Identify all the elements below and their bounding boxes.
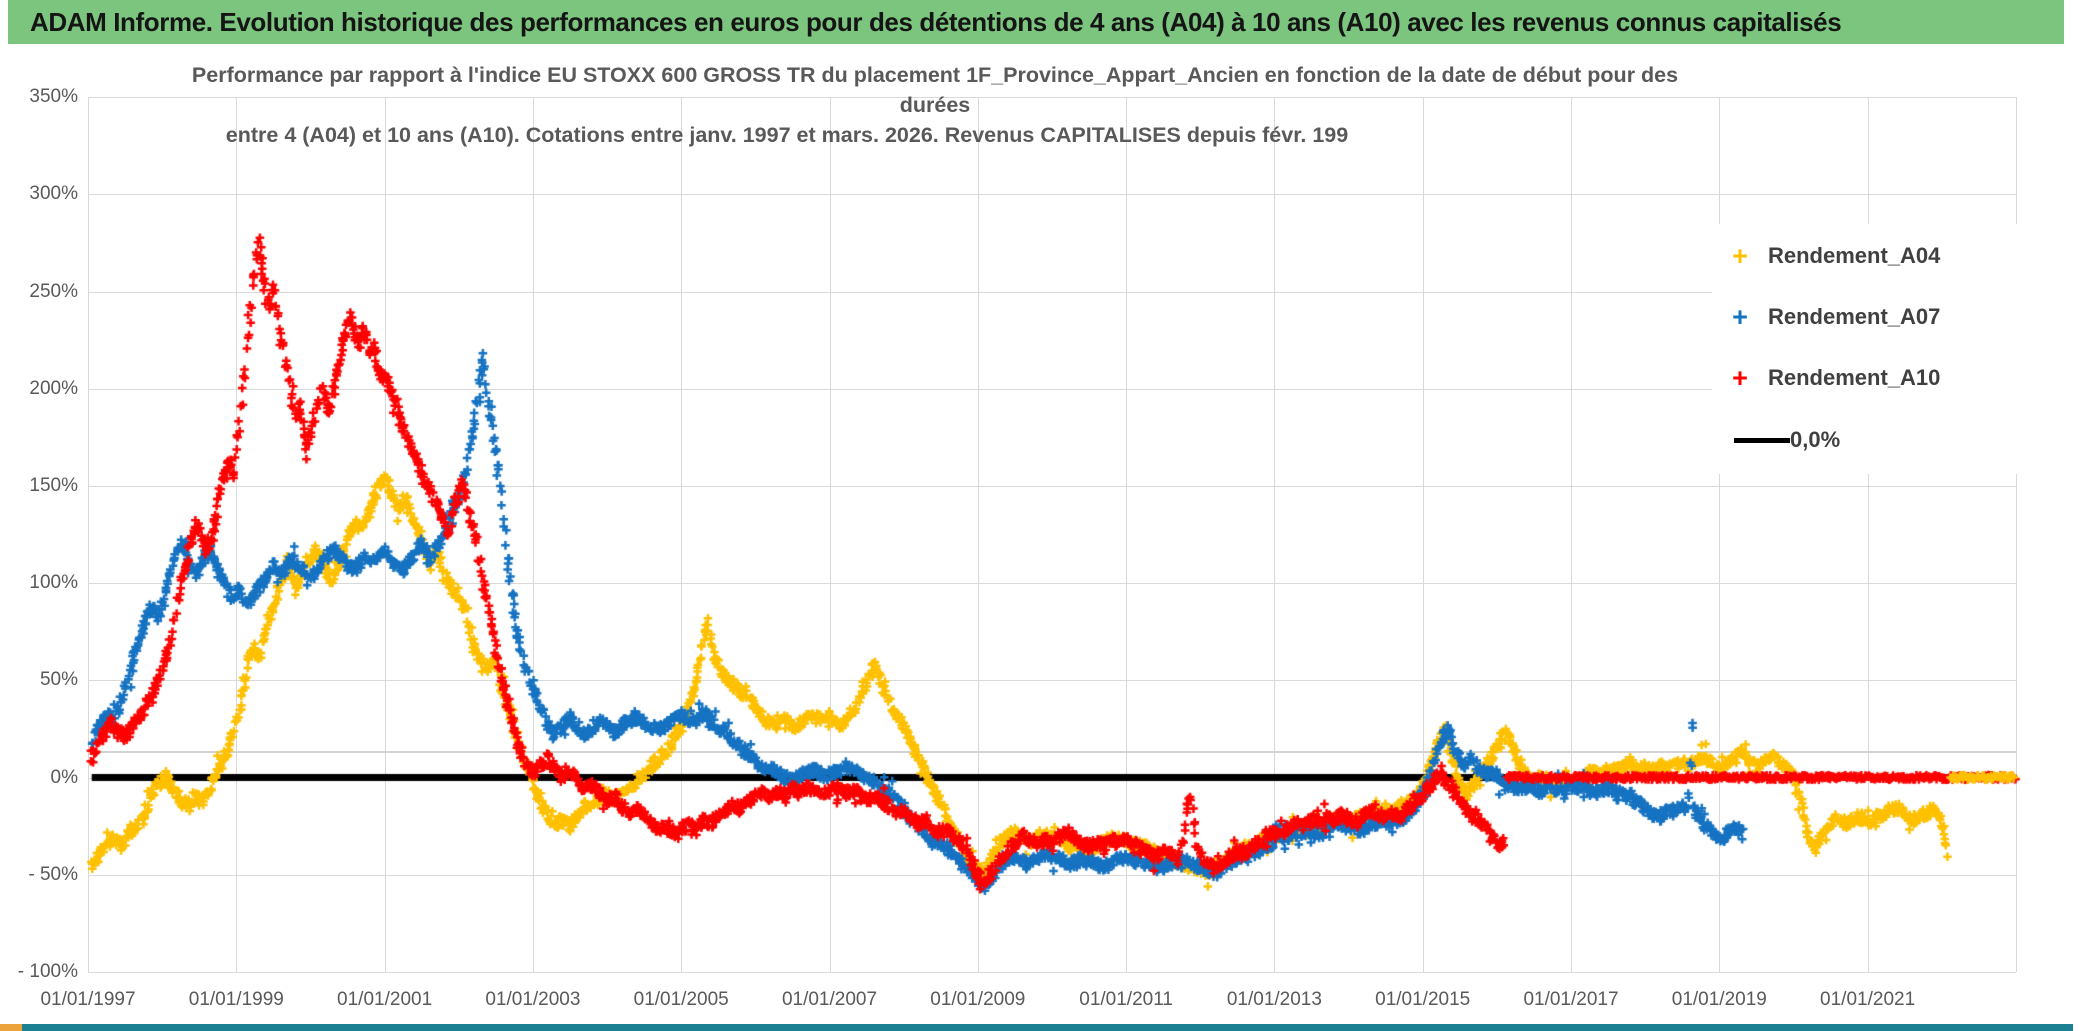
y-axis-label: 100% xyxy=(29,572,78,594)
accent-bottom-left xyxy=(0,1021,22,1031)
legend-item-rendement-a04[interactable]: + Rendement_A04 xyxy=(1712,236,2042,276)
x-axis-label: 01/01/1997 xyxy=(40,989,136,1010)
y-axis-label: - 50% xyxy=(28,863,78,885)
chart-title-line2: durées xyxy=(899,93,971,117)
y-axis-label: 0% xyxy=(50,766,78,788)
chart-area: 350% 300% 250% 200% 150% 100% 50% 0% - 50% - 100%… xyxy=(0,44,2086,1024)
axis-layer: 350% 300% 250% 200% 150% 100% 50% 0% - 50% - 100%… xyxy=(0,44,2086,1024)
bottom-status-strip xyxy=(22,1024,2073,1031)
x-axis-label: 01/01/2013 xyxy=(1226,989,1322,1010)
x-axis-label: 01/01/2003 xyxy=(485,989,581,1010)
legend-item-0-0-[interactable]: 0,0% xyxy=(1712,420,2042,460)
x-axis-label: 01/01/2001 xyxy=(337,989,433,1010)
legend-label: Rendement_A10 xyxy=(1768,365,1941,390)
y-axis-label: 350% xyxy=(29,86,78,108)
legend-label: Rendement_A07 xyxy=(1768,304,1941,329)
y-axis-label: 150% xyxy=(29,474,78,496)
x-axis-label: 01/01/2021 xyxy=(1820,989,1916,1010)
x-axis-label: 01/01/2005 xyxy=(633,989,729,1010)
legend-line-swatch-icon xyxy=(1734,437,1790,443)
x-axis-label: 01/01/2007 xyxy=(781,989,878,1010)
x-axis-label: 01/01/2017 xyxy=(1523,989,1619,1010)
x-axis-label: 01/01/1999 xyxy=(188,989,284,1010)
x-axis-label: 01/01/2015 xyxy=(1375,989,1471,1010)
y-axis-label: 250% xyxy=(29,280,78,302)
legend-plus-marker-icon: + xyxy=(1732,363,1748,393)
report-header-bar: ADAM Informe. Evolution historique des p… xyxy=(8,0,2064,44)
legend-plus-marker-icon: + xyxy=(1732,302,1748,332)
legend-item-rendement-a10[interactable]: + Rendement_A10 xyxy=(1712,358,2042,398)
legend-item-rendement-a07[interactable]: + Rendement_A07 xyxy=(1712,297,2042,337)
x-axis-label: 01/01/2011 xyxy=(1079,989,1173,1010)
legend-plus-marker-icon: + xyxy=(1732,241,1748,271)
y-axis-label: - 100% xyxy=(17,960,78,982)
y-axis-label: 50% xyxy=(39,669,78,691)
y-axis-label: 200% xyxy=(29,377,78,399)
chart-title-line3: entre 4 (A04) et 10 ans (A10). Cotations… xyxy=(225,123,1349,147)
chart-title-line1: Performance par rapport à l'indice EU ST… xyxy=(191,63,1679,87)
legend-label: Rendement_A04 xyxy=(1768,243,1941,268)
report-title: ADAM Informe. Evolution historique des p… xyxy=(30,6,1842,37)
legend-label: 0,0% xyxy=(1790,427,1841,452)
x-axis-label: 01/01/2009 xyxy=(930,989,1026,1010)
x-axis-label: 01/01/2019 xyxy=(1671,989,1767,1010)
y-axis-label: 300% xyxy=(29,183,78,205)
chart-legend[interactable]: + Rendement_A04 + Rendement_A07 + Rendement_A… xyxy=(1712,224,2042,474)
